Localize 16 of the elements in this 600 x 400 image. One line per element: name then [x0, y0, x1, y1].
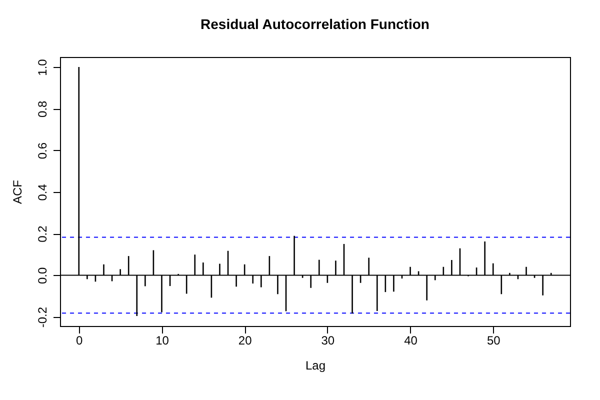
x-tick-label: 10	[156, 334, 170, 348]
x-tick-label: 50	[486, 334, 501, 348]
x-tick-label: 30	[321, 334, 335, 348]
y-tick-label: 0.0	[36, 267, 50, 284]
x-tick-label: 40	[404, 334, 418, 348]
y-tick-label: 0.6	[36, 142, 50, 160]
y-tick-label: 0.8	[36, 100, 50, 118]
y-axis-title: ACF	[10, 180, 24, 204]
x-tick-label: 20	[238, 334, 252, 348]
x-axis-title: Lag	[305, 358, 326, 372]
y-tick-label: 0.4	[36, 184, 50, 201]
x-tick-label: 0	[76, 334, 84, 348]
y-tick-label: 1.0	[36, 58, 50, 76]
y-tick-label: 0.2	[36, 225, 50, 242]
y-tick-label: -0.2	[36, 306, 50, 328]
chart-title: Residual Autocorrelation Function	[200, 16, 430, 32]
